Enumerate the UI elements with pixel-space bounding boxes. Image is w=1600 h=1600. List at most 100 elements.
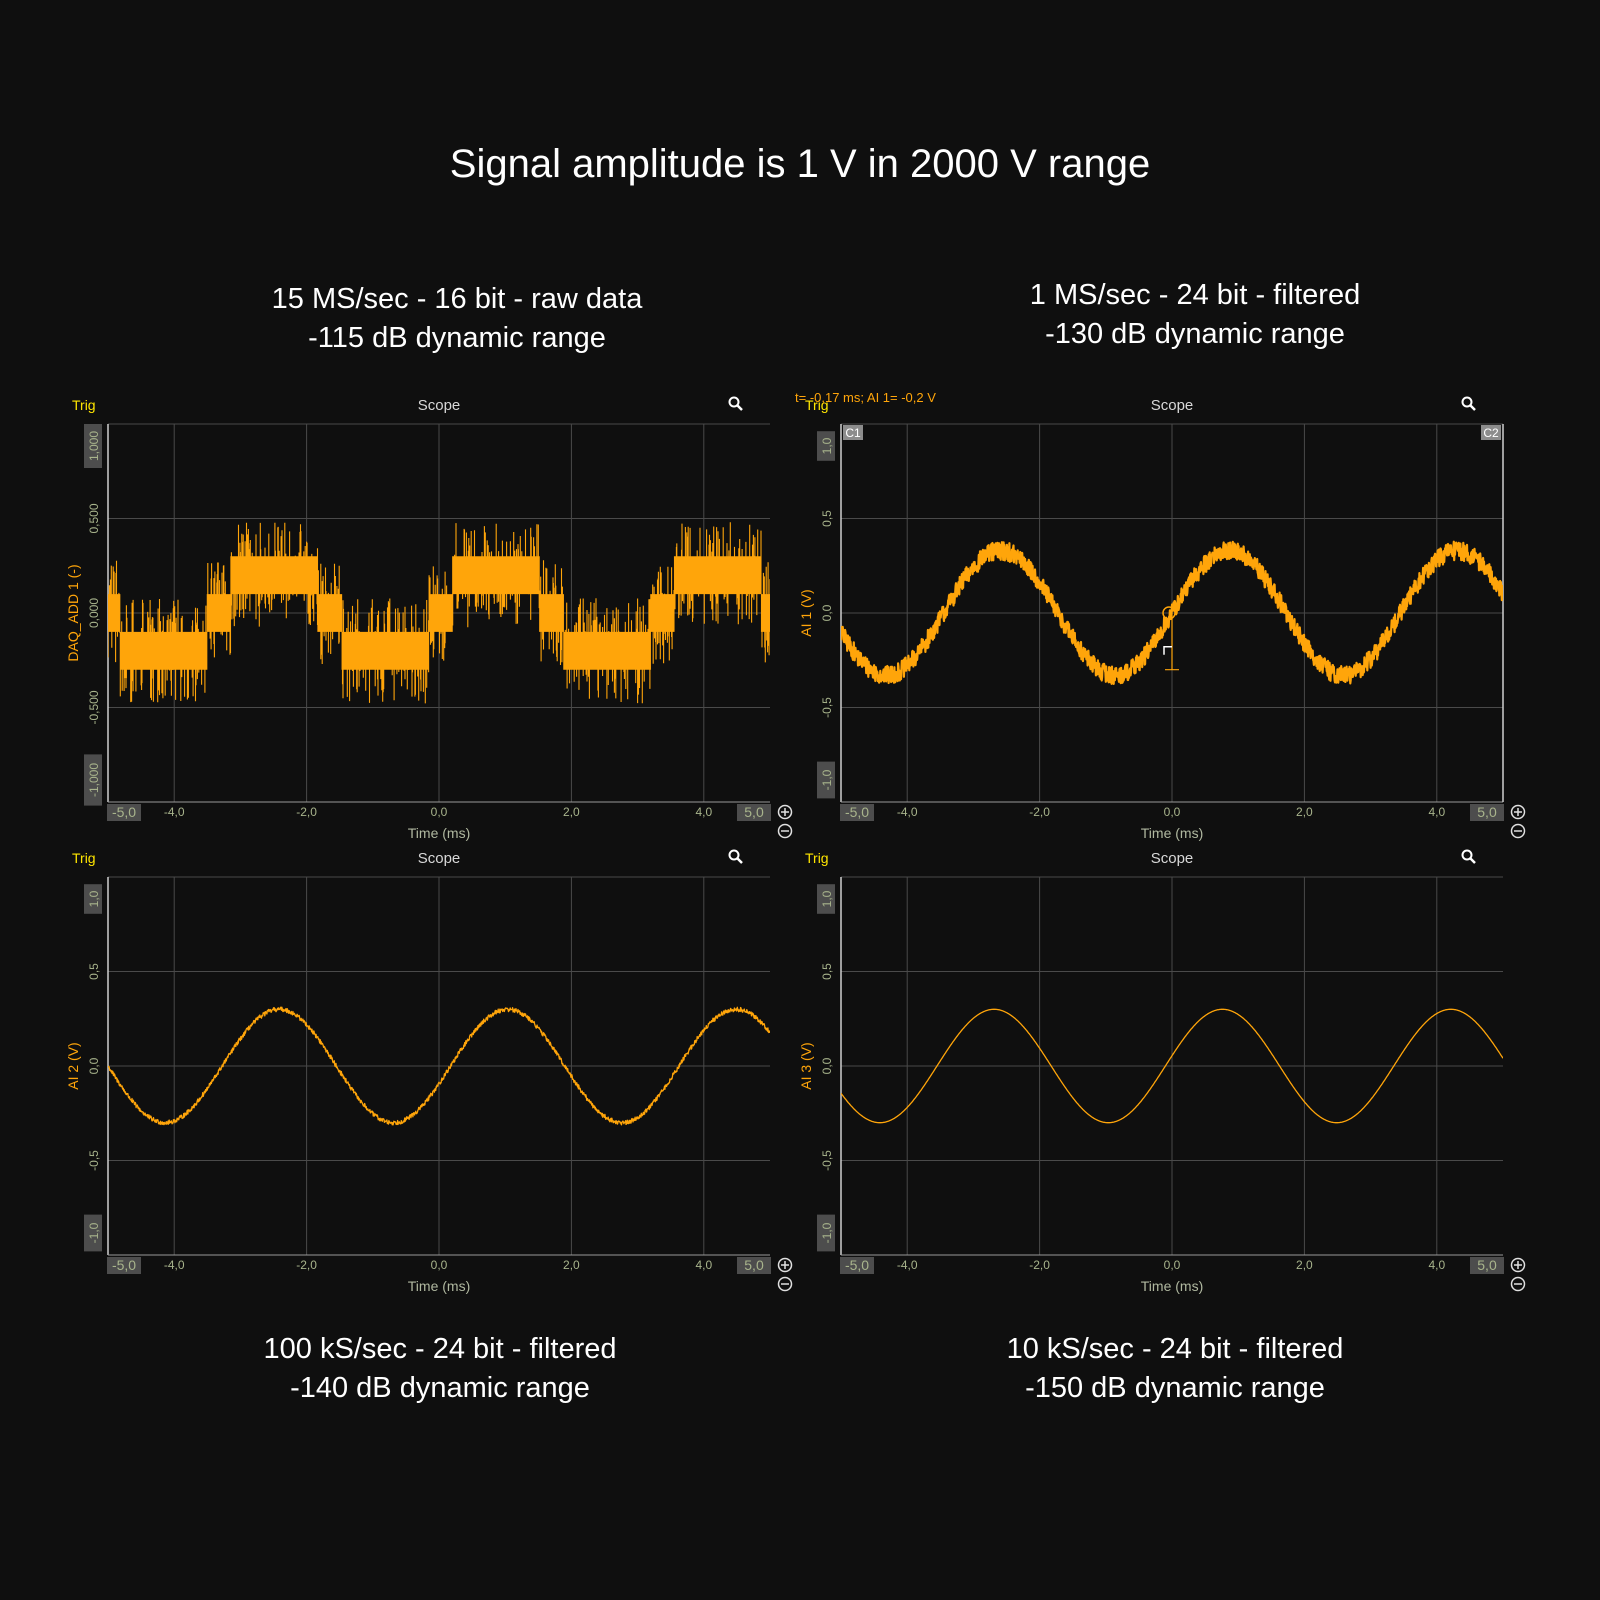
x-axis-label: Time (ms) [1141, 1278, 1203, 1294]
y-tick-label: 1,0 [820, 437, 834, 454]
y-tick-label-group: 0,0 [820, 604, 834, 621]
x-tick-label: -4,0 [897, 1258, 918, 1272]
x-tick-label: -2,0 [1029, 805, 1050, 819]
y-tick-label: 0,0 [820, 604, 834, 621]
y-tick-label-group: 0,000 [87, 598, 101, 628]
y-tick-box [84, 884, 102, 914]
y-tick-label-group: 0,0 [820, 1057, 834, 1074]
search-icon-handle [736, 857, 743, 864]
y-tick-box [817, 884, 835, 914]
zoom-in-icon[interactable] [1510, 1257, 1526, 1273]
caption-line-1: 1 MS/sec - 24 bit - filtered [1029, 279, 1361, 311]
caption-10ks: 10 kS/sec - 24 bit - filtered -150 dB dy… [855, 1330, 1495, 1408]
zoom-in-icon[interactable] [777, 804, 793, 820]
y-axis-label: AI 1 (V) [798, 589, 814, 636]
cursor-errorbar [1165, 613, 1179, 671]
scope-panel-100ks[interactable]: Trig Scope -1,0 -0,5 0,0 0,5 1,0 AI 2 (V) -5,0 -4… [60, 843, 800, 1303]
x-tick-box [737, 804, 771, 821]
x-tick-label: -4,0 [897, 805, 918, 819]
zoom-in-icon[interactable] [777, 1257, 793, 1273]
panel-title: Scope [1151, 850, 1194, 867]
zoom-out-circle [777, 823, 793, 839]
y-tick-label: 1,0 [820, 890, 834, 907]
caption-line-2: -130 dB dynamic range [1045, 318, 1345, 350]
x-axis-label: Time (ms) [408, 825, 470, 841]
search-icon[interactable] [1461, 849, 1476, 864]
y-tick-label-group: 0,5 [820, 963, 834, 980]
y-tick-label: 0,5 [820, 510, 834, 527]
trig-label: Trig [805, 397, 829, 413]
y-tick-label: -0,5 [820, 1150, 834, 1171]
zoom-out-circle [1510, 1276, 1526, 1292]
caption-line-1: 15 MS/sec - 16 bit - raw data [271, 283, 643, 315]
scope-panel-1ms[interactable]: Trig Scope t= -0,17 ms; AI 1= -0,2 V -1,0 -0… [793, 390, 1533, 850]
x-tick-label: -2,0 [296, 1258, 317, 1272]
y-tick-label: -1,0 [820, 1222, 834, 1243]
y-tick-label-group: -0,5 [820, 697, 834, 718]
zoom-in-circle [777, 1257, 793, 1273]
x-tick-label: -4,0 [164, 805, 185, 819]
x-tick-label: -5,0 [845, 804, 869, 820]
x-tick-label: 5,0 [744, 804, 764, 820]
channel-tag: C1 [845, 426, 861, 440]
y-tick-box [84, 1214, 102, 1252]
y-tick-box [817, 431, 835, 461]
scope-panel-10ks[interactable]: Trig Scope -1,0 -0,5 0,0 0,5 1,0 AI 3 (V) -5,0 -4… [793, 843, 1533, 1303]
search-icon-lens [728, 396, 740, 408]
zoom-in-plus [1514, 1261, 1522, 1269]
search-icon-lens [1461, 396, 1473, 408]
cursor-readout: t= -0,17 ms; AI 1= -0,2 V [795, 390, 936, 405]
y-tick-label: 1,0 [87, 890, 101, 907]
y-tick-box [84, 754, 102, 806]
channel-tag-box [843, 425, 863, 440]
scope-panel-raw[interactable]: Trig Scope -1,000 -0,500 0,000 0,500 1,000 DAQ_… [60, 390, 800, 850]
y-tick-label-group: 0,500 [87, 503, 101, 533]
x-tick-label: 4,0 [1428, 805, 1445, 819]
zoom-in-icon[interactable] [1510, 804, 1526, 820]
y-tick-box [817, 761, 835, 799]
search-icon[interactable] [728, 849, 743, 864]
y-axis-label: AI 3 (V) [798, 1042, 814, 1089]
zoom-in-circle [1510, 1257, 1526, 1273]
y-axis-label-group: AI 1 (V) [798, 589, 814, 636]
cursor-marker [1162, 606, 1176, 620]
panel-title: Scope [418, 397, 461, 414]
x-tick-label: 0,0 [431, 1258, 448, 1272]
search-icon-handle [1469, 857, 1476, 864]
y-axis-label-group: DAQ_ADD 1 (-) [65, 564, 81, 661]
x-tick-label: 0,0 [431, 805, 448, 819]
channel-tag-box [1481, 425, 1501, 440]
signal-path [841, 1008, 1503, 1124]
y-tick-label: 0,5 [87, 963, 101, 980]
search-icon-lens [1461, 849, 1473, 861]
y-tick-label-group: -1,000 [84, 754, 102, 806]
zoom-in-circle [1510, 804, 1526, 820]
caption-15ms: 15 MS/sec - 16 bit - raw data -115 dB dy… [137, 280, 777, 358]
x-tick-label: 5,0 [744, 1257, 764, 1273]
y-tick-label: -1,0 [87, 1222, 101, 1243]
y-tick-label: 0,0 [87, 1057, 101, 1074]
x-tick-box [107, 1257, 141, 1274]
signal-path [108, 522, 770, 704]
y-tick-label: 0,500 [87, 503, 101, 533]
zoom-out-icon[interactable] [1510, 823, 1526, 839]
y-tick-label-group: 1,000 [84, 424, 102, 468]
search-icon[interactable] [1461, 396, 1476, 411]
x-tick-label: -5,0 [112, 804, 136, 820]
caption-1ms: 1 MS/sec - 24 bit - filtered -130 dB dyn… [875, 276, 1515, 354]
x-tick-label: -2,0 [296, 805, 317, 819]
search-icon[interactable] [728, 396, 743, 411]
zoom-out-icon[interactable] [777, 1276, 793, 1292]
caption-line-1: 100 kS/sec - 24 bit - filtered [263, 1333, 617, 1365]
caption-line-2: -150 dB dynamic range [1025, 1372, 1325, 1404]
y-tick-label: 1,000 [87, 431, 101, 461]
x-axis-label: Time (ms) [408, 1278, 470, 1294]
x-tick-label: 2,0 [1296, 805, 1313, 819]
signal-path [841, 540, 1503, 685]
x-tick-label: 4,0 [695, 1258, 712, 1272]
zoom-out-icon[interactable] [777, 823, 793, 839]
zoom-out-icon[interactable] [1510, 1276, 1526, 1292]
x-tick-label: -5,0 [845, 1257, 869, 1273]
y-tick-label: 0,000 [87, 598, 101, 628]
x-tick-label: 5,0 [1477, 1257, 1497, 1273]
